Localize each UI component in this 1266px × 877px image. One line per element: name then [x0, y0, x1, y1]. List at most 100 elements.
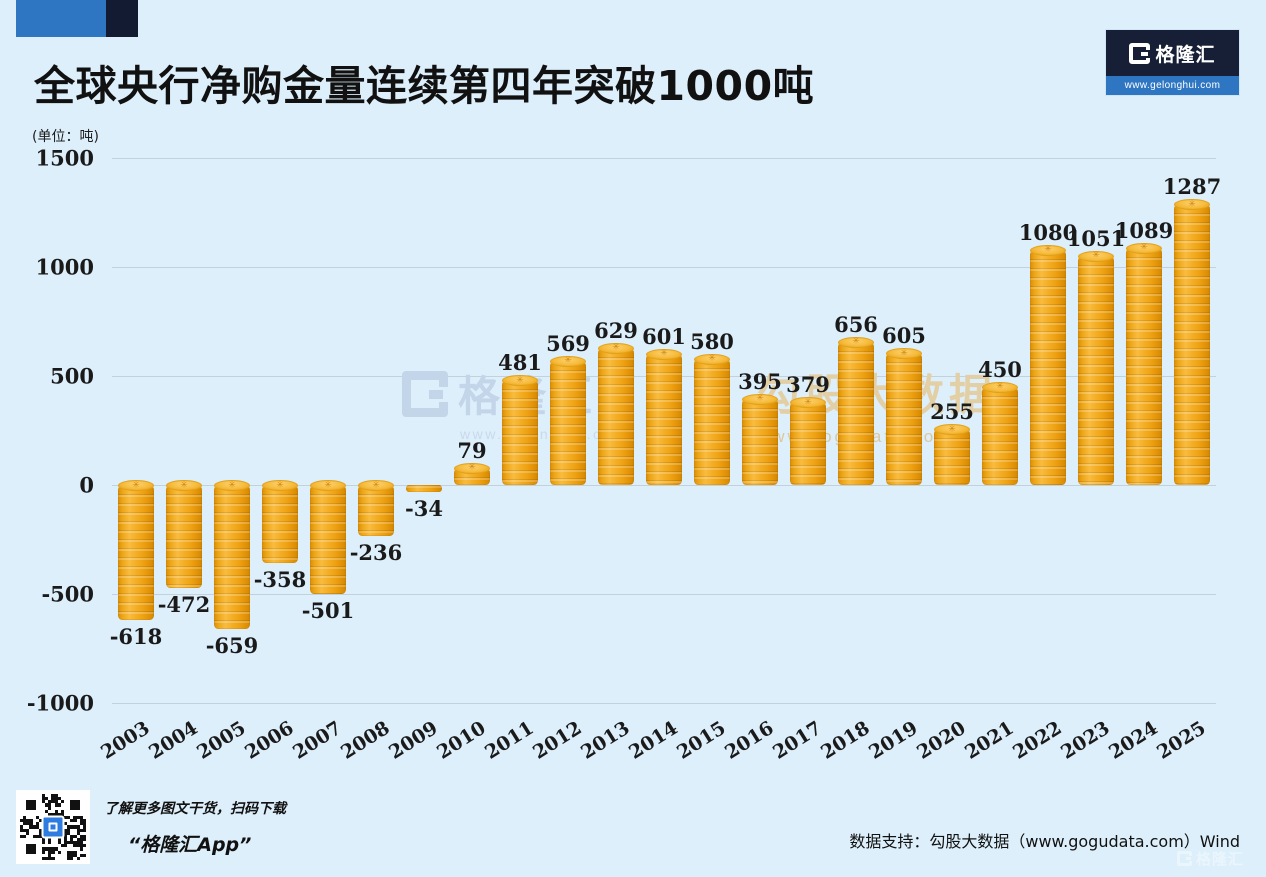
coin-star-icon: ✳	[1140, 242, 1148, 253]
footer-watermark-icon	[1176, 851, 1193, 866]
bar[interactable]: ✳	[1030, 244, 1066, 485]
bar-group: ✳ 1051	[1067, 158, 1125, 703]
coin-top-icon: ✳	[118, 480, 154, 491]
bar-group: ✳ -358	[254, 158, 306, 703]
bar-group: ✳ -472	[158, 158, 210, 703]
bar[interactable]: ✳	[1078, 250, 1114, 485]
corner-block-blue	[16, 0, 106, 37]
gelonghui-g-mark-icon	[1129, 42, 1152, 64]
coin-star-icon: ✳	[900, 347, 908, 358]
bar-group: ✳ 395	[738, 158, 782, 703]
coin-star-icon: ✳	[276, 479, 284, 490]
coin-top-icon: ✳	[646, 348, 682, 360]
bar[interactable]: ✳	[502, 375, 538, 485]
bar[interactable]: ✳	[214, 480, 250, 629]
coin-top-icon: ✳	[166, 480, 202, 491]
bar-value-label: 605	[882, 323, 926, 349]
bar-value-label: -358	[253, 567, 307, 593]
bar-group: -34	[405, 158, 443, 703]
coin-star-icon: ✳	[660, 348, 668, 359]
coin-top-icon: ✳	[742, 393, 778, 405]
bar-value-label: 255	[930, 399, 974, 425]
bar-group: ✳ 450	[978, 158, 1022, 703]
coin-top-icon: ✳	[502, 375, 538, 387]
x-axis-tick-label: 2003	[97, 717, 154, 764]
x-axis-tick-label: 2024	[1105, 717, 1162, 764]
x-axis-tick-label: 2017	[769, 717, 826, 764]
brand-logo-main: 格隆汇	[1106, 30, 1239, 76]
axis-unit-label: (单位：吨)	[32, 129, 99, 145]
x-axis-tick-label: 2025	[1153, 717, 1210, 764]
bar[interactable]: ✳	[310, 480, 346, 595]
bar[interactable]: ✳	[694, 353, 730, 485]
x-axis-tick-label: 2019	[865, 717, 922, 764]
bar[interactable]: ✳	[262, 480, 298, 564]
bar-value-label: 629	[594, 317, 638, 343]
x-axis-tick-label: 2016	[721, 717, 778, 764]
bar-value-label: 569	[546, 330, 590, 356]
coin-top-icon: ✳	[214, 480, 250, 491]
bar-value-label: -618	[109, 623, 163, 649]
qr-center-logo-icon	[41, 815, 65, 839]
x-axis-tick-label: 2014	[625, 717, 682, 764]
bar[interactable]: ✳	[118, 480, 154, 620]
bar-group: ✳ 569	[546, 158, 590, 703]
x-axis-tick-label: 2009	[385, 717, 442, 764]
bar[interactable]: ✳	[982, 381, 1018, 485]
coin-top-icon: ✳	[1126, 242, 1162, 254]
page-title: 全球央行净购金量连续第四年突破1000吨	[34, 62, 815, 110]
bar-value-label: 481	[498, 350, 542, 376]
coin-star-icon: ✳	[708, 353, 716, 364]
bar-value-label: 656	[834, 311, 878, 337]
bar-value-label: 379	[786, 372, 830, 398]
bar-value-label: 395	[738, 368, 782, 394]
coin-star-icon: ✳	[228, 479, 236, 490]
bar-group: ✳ 605	[882, 158, 926, 703]
x-axis-tick-label: 2021	[961, 717, 1018, 764]
bar-value-label: -659	[205, 632, 259, 658]
x-axis-tick-label: 2015	[673, 717, 730, 764]
bar[interactable]: ✳	[646, 348, 682, 485]
coin-top-icon: ✳	[358, 480, 394, 491]
coin-star-icon: ✳	[132, 479, 140, 490]
coin-star-icon: ✳	[1092, 250, 1100, 261]
coin-star-icon: ✳	[564, 355, 572, 366]
bar-value-label: -236	[349, 540, 403, 566]
bar-group: ✳ 1287	[1163, 158, 1221, 703]
bar[interactable]: ✳	[1126, 242, 1162, 485]
y-axis-tick-label: -500	[41, 581, 94, 607]
x-axis-tick-label: 2023	[1057, 717, 1114, 764]
bar[interactable]: ✳	[838, 336, 874, 485]
bar[interactable]: ✳	[454, 462, 490, 485]
bar[interactable]: ✳	[934, 424, 970, 485]
brand-url: www.gelonghui.com	[1106, 76, 1239, 95]
x-axis-tick-label: 2011	[481, 717, 538, 764]
bar-group: ✳ 379	[786, 158, 830, 703]
bar[interactable]: ✳	[886, 348, 922, 485]
coin-star-icon: ✳	[804, 397, 812, 408]
bar[interactable]: ✳	[550, 355, 586, 485]
qr-code-icon[interactable]	[16, 790, 90, 864]
bar[interactable]: ✳	[598, 342, 634, 485]
bar[interactable]: ✳	[166, 480, 202, 588]
y-axis-tick-label: 1500	[35, 145, 94, 171]
coin-star-icon: ✳	[372, 479, 380, 490]
footer-watermark-name: 格隆汇	[1195, 850, 1244, 868]
bar[interactable]	[406, 485, 442, 493]
coin-star-icon: ✳	[1044, 244, 1052, 255]
gridline	[112, 158, 1216, 159]
bar[interactable]: ✳	[742, 393, 778, 485]
bar-group: ✳ 255	[930, 158, 974, 703]
gridline	[112, 485, 1216, 486]
bar[interactable]: ✳	[358, 480, 394, 537]
coin-top-icon: ✳	[934, 424, 970, 436]
x-axis-tick-label: 2008	[337, 717, 394, 764]
bar[interactable]: ✳	[790, 397, 826, 485]
bar-value-label: -501	[301, 598, 355, 624]
x-axis-tick-label: 2018	[817, 717, 874, 764]
bar-value-label: 79	[457, 437, 487, 463]
bar[interactable]: ✳	[1174, 199, 1210, 485]
x-axis-tick-label: 2020	[913, 717, 970, 764]
coin-star-icon: ✳	[180, 479, 188, 490]
